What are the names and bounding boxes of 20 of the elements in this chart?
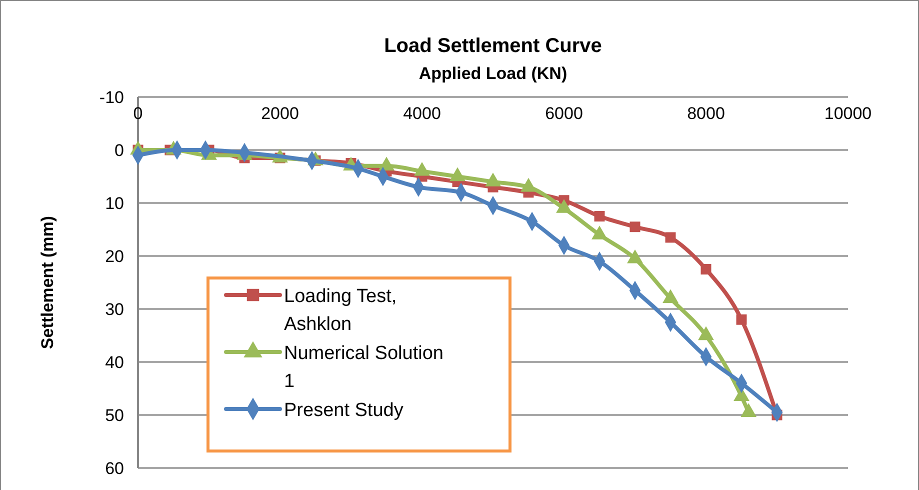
x-tick-label: 6000 — [545, 104, 583, 123]
y-tick-label: 40 — [105, 353, 124, 372]
legend-label: Present Study — [284, 400, 404, 421]
y-tick-label: 30 — [105, 300, 124, 319]
legend-label: Loading Test, Ashklon — [284, 286, 397, 335]
x-tick-label: 8000 — [687, 104, 725, 123]
y-tick-label: 20 — [105, 247, 124, 266]
y-tick-label: -10 — [99, 88, 124, 107]
y-tick-label: 60 — [105, 459, 124, 478]
x-tick-label: 0 — [133, 104, 143, 123]
y-tick-label: 50 — [105, 406, 124, 425]
x-tick-label: 2000 — [261, 104, 299, 123]
chart-title: Load Settlement Curve — [384, 35, 602, 57]
y-tick-label: 0 — [114, 141, 124, 160]
x-axis-title: Applied Load (KN) — [418, 64, 568, 83]
x-tick-label: 10000 — [824, 104, 872, 123]
y-tick-label: 10 — [105, 194, 124, 213]
y-axis-title: Settlement (mm) — [38, 216, 57, 350]
x-tick-label: 4000 — [403, 104, 441, 123]
legend-label: Numerical Solution 1 — [284, 343, 444, 392]
